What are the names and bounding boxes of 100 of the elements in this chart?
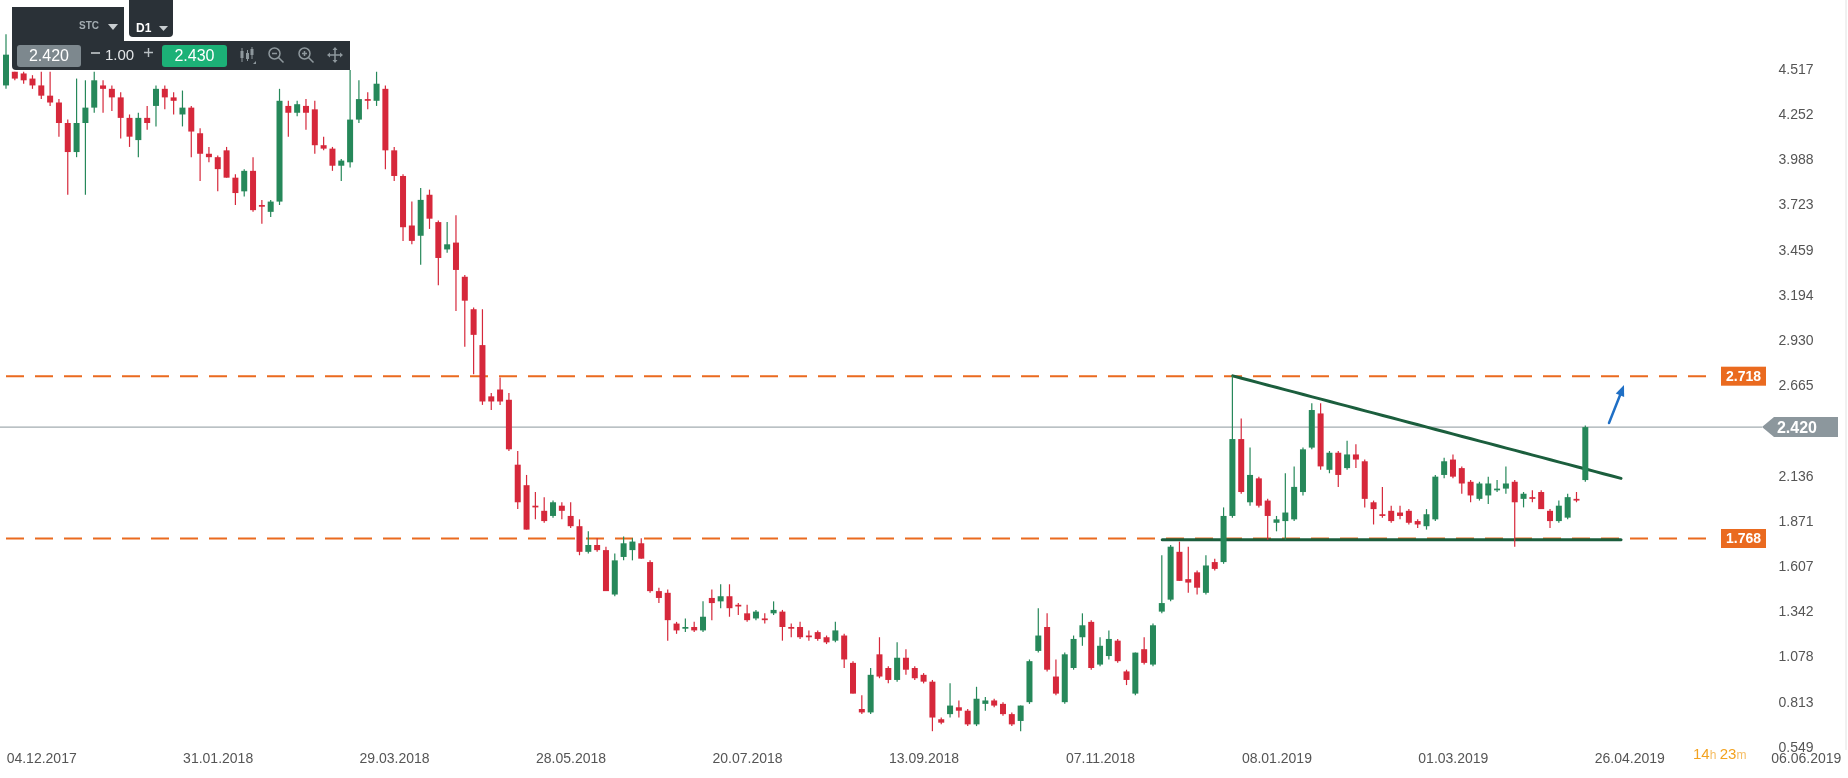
candlestick	[214, 154, 221, 192]
candlestick	[541, 496, 548, 524]
candlestick	[82, 79, 89, 196]
candlestick	[497, 376, 504, 406]
candlestick	[629, 537, 636, 561]
ref-line-label: 2.718	[1725, 368, 1762, 385]
candlestick	[955, 699, 962, 719]
y-tick-label: 1.078	[1778, 648, 1814, 665]
candlestick	[744, 604, 751, 623]
candlestick	[258, 199, 265, 225]
candlestick	[638, 537, 645, 560]
candlestick	[1458, 465, 1465, 495]
x-tick-label: 20.07.2018	[712, 749, 783, 766]
candlestick	[1335, 450, 1342, 488]
candlestick	[1564, 493, 1571, 520]
candlestick	[1097, 636, 1104, 667]
y-tick-label: 3.459	[1778, 241, 1814, 258]
candlestick	[1017, 704, 1024, 732]
x-tick-label: 31.01.2018	[183, 749, 254, 766]
candlestick	[338, 158, 345, 182]
candlestick	[302, 98, 309, 131]
candlestick	[708, 588, 715, 621]
candlestick	[726, 583, 733, 618]
candlestick	[408, 200, 415, 245]
candlestick	[1035, 607, 1042, 654]
x-tick-label: 28.05.2018	[536, 749, 607, 766]
candlestick	[241, 168, 248, 198]
candlestick	[620, 535, 627, 561]
candlestick	[779, 609, 786, 642]
candlestick	[1052, 658, 1059, 696]
x-tick-label: 04.12.2017	[6, 749, 77, 766]
candlestick	[461, 274, 468, 348]
candlestick	[1079, 612, 1086, 647]
candlestick	[567, 501, 574, 529]
candlestick	[1379, 486, 1386, 519]
candlestick	[1158, 554, 1165, 614]
y-tick-label: 3.723	[1778, 196, 1814, 213]
candlestick	[1114, 638, 1121, 664]
candlestick	[1467, 479, 1474, 503]
candlestick	[1264, 498, 1271, 541]
x-tick-label: 26.04.2019	[1594, 749, 1666, 766]
candlestick	[585, 530, 592, 555]
x-tick-label: 29.03.2018	[359, 749, 430, 766]
candlestick	[355, 79, 362, 124]
candlestick	[700, 600, 707, 633]
candlestick	[1502, 465, 1509, 495]
ref-line-label: 2.420	[1776, 418, 1818, 436]
y-tick-label: 0.813	[1778, 693, 1814, 710]
candlestick	[947, 682, 954, 719]
candlestick	[1476, 481, 1483, 502]
candlestick	[1485, 476, 1492, 505]
annotation: 1.00	[105, 45, 135, 65]
candlestick	[832, 621, 839, 643]
x-tick-label: 13.09.2018	[888, 749, 960, 766]
candlestick	[1185, 546, 1192, 594]
price-box: 2.430	[162, 45, 227, 67]
candlestick	[329, 146, 336, 172]
y-tick-label: 2.930	[1778, 331, 1814, 348]
candlestick	[426, 189, 433, 230]
candlestick	[1141, 636, 1148, 666]
candlestick	[144, 105, 151, 131]
candlestick	[100, 79, 107, 114]
line-series	[1231, 374, 1623, 480]
candlestick	[373, 71, 380, 107]
candlestick	[1441, 457, 1448, 479]
candlestick	[717, 583, 724, 609]
candlestick	[841, 633, 848, 669]
annotation: D1	[136, 21, 152, 35]
candlestick	[55, 98, 62, 138]
candlestick	[38, 71, 45, 100]
y-tick-label: 3.194	[1778, 286, 1814, 303]
dropdown: STC	[12, 7, 124, 42]
candlestick	[444, 221, 451, 254]
candlestick	[1423, 508, 1430, 531]
candlestick	[1282, 472, 1289, 541]
candlestick	[197, 127, 204, 182]
x-tick-label: 08.01.2019	[1241, 749, 1313, 766]
candlestick	[285, 100, 292, 138]
candlestick	[1344, 440, 1351, 471]
y-tick-label: 3.988	[1778, 151, 1814, 168]
candlestick	[232, 173, 239, 206]
annotation: 14h 23m	[1693, 745, 1747, 762]
candlestick	[902, 648, 909, 676]
x-tick-label: 07.11.2018	[1065, 749, 1136, 766]
ref-line-label: 1.768	[1725, 530, 1762, 547]
annotation: STC	[79, 19, 99, 33]
candlestick	[170, 91, 177, 116]
candlestick	[152, 84, 159, 128]
candlestick	[117, 91, 124, 139]
dropdown: D1	[129, 0, 173, 37]
y-tick-label: 1.871	[1778, 512, 1814, 529]
candlestick	[161, 84, 168, 110]
candlestick	[108, 84, 115, 112]
candlestick	[1547, 508, 1554, 529]
y-tick-label: 2.665	[1778, 377, 1814, 394]
y-tick-label: 2.136	[1778, 467, 1814, 484]
y-tick-label: 4.252	[1778, 106, 1814, 123]
y-tick-label: 4.517	[1778, 60, 1814, 77]
stepper: 1.00	[86, 41, 157, 70]
y-tick-label: 1.342	[1778, 603, 1814, 620]
